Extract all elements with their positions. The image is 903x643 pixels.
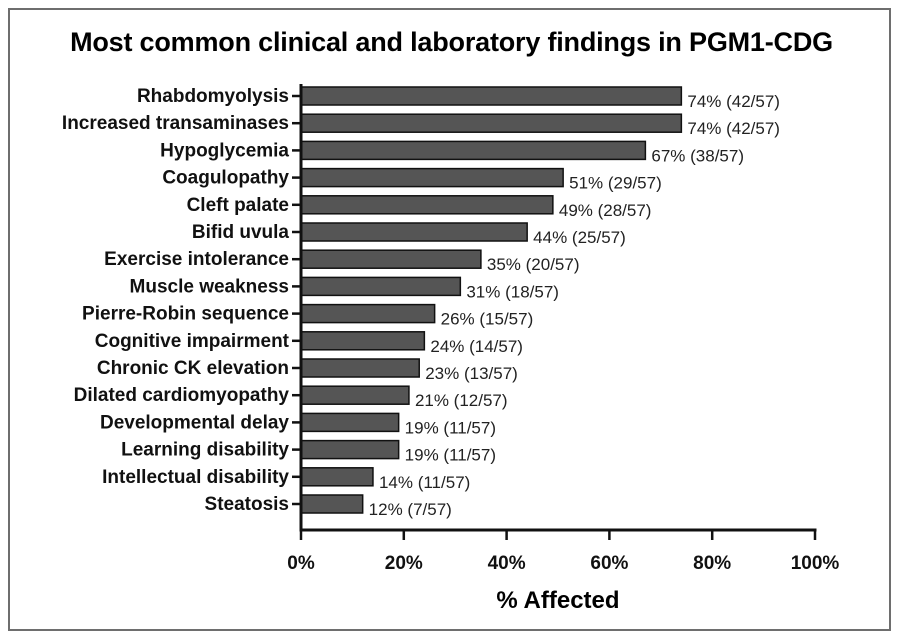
data-label: 14% (11/57) xyxy=(379,473,470,492)
category-label: Steatosis xyxy=(205,494,289,515)
data-label: 12% (7/57) xyxy=(369,500,452,519)
bar xyxy=(300,494,364,514)
data-label: 19% (11/57) xyxy=(405,446,496,465)
bar xyxy=(300,467,374,487)
x-tick-label: 0% xyxy=(287,553,315,574)
x-tick-label: 20% xyxy=(385,553,423,574)
chart-title: Most common clinical and laboratory find… xyxy=(70,27,833,57)
category-label: Learning disability xyxy=(121,440,289,461)
bar xyxy=(300,167,564,188)
category-label: Exercise intolerance xyxy=(104,249,289,270)
bar xyxy=(300,86,683,106)
value-labels: 74% (42/57) 74% (42/57) 67% (38/57) 51% (29… xyxy=(369,92,780,519)
x-axis-title: % Affected xyxy=(496,587,619,614)
x-tick-label: 80% xyxy=(693,553,731,574)
bar xyxy=(300,276,462,297)
data-label: 67% (38/57) xyxy=(651,146,744,165)
category-label: Cleft palate xyxy=(187,195,289,216)
data-label: 49% (28/57) xyxy=(559,201,652,220)
bar xyxy=(300,385,410,405)
bar xyxy=(300,439,400,460)
category-label: Coagulopathy xyxy=(162,168,289,189)
bar xyxy=(300,195,554,215)
category-label: Increased transaminases xyxy=(62,113,289,134)
bar xyxy=(300,331,426,351)
category-label: Bifid uvula xyxy=(192,222,290,243)
data-label: 26% (15/57) xyxy=(441,310,534,329)
data-label: 23% (13/57) xyxy=(425,364,518,383)
x-tick-label: 100% xyxy=(791,553,840,574)
category-label: Hypoglycemia xyxy=(160,140,289,161)
data-label: 51% (29/57) xyxy=(569,174,662,193)
category-label: Chronic CK elevation xyxy=(97,358,289,379)
x-tick-label: 60% xyxy=(590,553,628,574)
data-label: 21% (12/57) xyxy=(415,391,508,410)
category-label: Dilated cardiomyopathy xyxy=(74,385,290,406)
bar xyxy=(300,412,400,433)
data-label: 19% (11/57) xyxy=(405,418,496,437)
data-label: 35% (20/57) xyxy=(487,255,580,274)
bars-layer xyxy=(300,86,683,514)
category-label: Cognitive impairment xyxy=(95,331,290,352)
axes: 0% 20% 40% 60% 80% 100% xyxy=(287,84,839,574)
bar xyxy=(300,222,528,242)
bar xyxy=(300,140,647,161)
x-tick-label: 40% xyxy=(488,553,526,574)
category-label: Developmental delay xyxy=(100,412,289,433)
bar xyxy=(300,249,482,269)
category-label: Intellectual disability xyxy=(102,467,289,488)
bar xyxy=(300,303,436,324)
data-label: 74% (42/57) xyxy=(687,119,780,138)
chart-frame xyxy=(8,8,891,631)
data-label: 24% (14/57) xyxy=(430,337,523,356)
data-label: 31% (18/57) xyxy=(466,282,559,301)
data-label: 74% (42/57) xyxy=(687,92,780,111)
category-labels: Rhabdomyolysis Increased transaminases Hyp… xyxy=(62,86,290,515)
category-label: Rhabdomyolysis xyxy=(137,86,289,107)
bar xyxy=(300,113,683,133)
data-label: 44% (25/57) xyxy=(533,228,626,247)
category-label: Pierre-Robin sequence xyxy=(82,304,289,325)
category-label: Muscle weakness xyxy=(130,276,289,297)
bar xyxy=(300,358,420,378)
